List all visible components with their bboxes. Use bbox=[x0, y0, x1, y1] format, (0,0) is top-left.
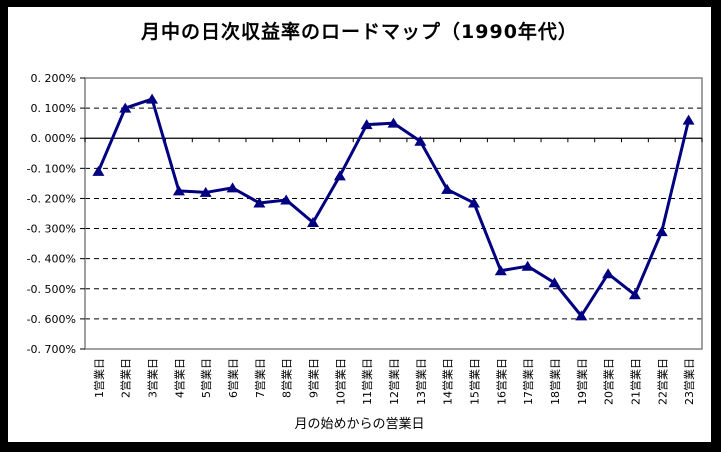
x-tick-label: 11営業日 bbox=[360, 358, 374, 405]
x-tick-label: 3営業日 bbox=[146, 358, 160, 398]
chart-title: 月中の日次収益率のロードマップ（1990年代） bbox=[141, 21, 578, 43]
plot-border bbox=[84, 77, 703, 350]
data-point-marker bbox=[655, 226, 668, 237]
x-tick-label: 4営業日 bbox=[172, 358, 186, 398]
y-tick-label: -0. 200% bbox=[27, 192, 76, 205]
data-point-marker bbox=[682, 114, 695, 125]
data-point-marker bbox=[333, 170, 346, 181]
x-axis-title: 月の始めからの営業日 bbox=[294, 417, 425, 432]
data-point-marker bbox=[92, 165, 105, 176]
data-point-marker bbox=[307, 217, 320, 228]
x-tick-label: 7営業日 bbox=[253, 358, 267, 398]
x-tick-label: 16営業日 bbox=[494, 358, 508, 405]
y-tick-label: -0. 400% bbox=[27, 253, 76, 266]
x-tick-label: 19営業日 bbox=[575, 358, 589, 405]
x-tick-label: 13営業日 bbox=[414, 358, 428, 405]
x-tick-label: 15営業日 bbox=[467, 358, 481, 405]
y-tick-label: -0. 700% bbox=[27, 343, 76, 356]
x-tick-label: 21営業日 bbox=[628, 358, 642, 405]
data-point-marker bbox=[253, 197, 266, 208]
y-tick-label: 0. 000% bbox=[31, 132, 76, 145]
y-tick-label: 0. 200% bbox=[31, 72, 76, 85]
chart-canvas: 月中の日次収益率のロードマップ（1990年代） 0. 200% 0. 100% 0.… bbox=[8, 7, 711, 442]
x-tick-label: 2営業日 bbox=[119, 358, 133, 398]
series-line bbox=[96, 97, 691, 318]
data-point-marker bbox=[226, 182, 239, 193]
x-tick-label: 8営業日 bbox=[280, 358, 294, 398]
data-point-marker bbox=[360, 119, 373, 130]
data-point-marker bbox=[467, 197, 480, 208]
data-point-marker bbox=[280, 194, 293, 205]
data-point-marker bbox=[119, 102, 132, 113]
data-point-marker bbox=[548, 277, 561, 288]
x-tick-label: 17営業日 bbox=[521, 358, 535, 405]
data-point-marker bbox=[521, 260, 534, 271]
plot-area: 0. 200% 0. 100% 0. 000% -0. 100% -0. 200% -0.… bbox=[27, 72, 703, 405]
data-point-marker bbox=[441, 183, 454, 194]
y-tick-label: -0. 500% bbox=[27, 283, 76, 296]
x-tick-label: 12営業日 bbox=[387, 358, 401, 405]
data-point-marker bbox=[172, 185, 185, 196]
y-tick-label: -0. 300% bbox=[27, 223, 76, 236]
y-tick-label: -0. 100% bbox=[27, 162, 76, 175]
data-point-marker bbox=[414, 135, 427, 146]
x-tick-label: 22営業日 bbox=[655, 358, 669, 405]
x-tick-label: 10営業日 bbox=[333, 358, 347, 405]
data-point-marker bbox=[494, 265, 507, 276]
x-tick-label: 23営業日 bbox=[682, 358, 696, 405]
data-point-marker bbox=[628, 289, 641, 300]
x-tick-label: 18営業日 bbox=[548, 358, 562, 405]
x-tick-label: 1営業日 bbox=[92, 358, 106, 398]
x-tick-label: 6営業日 bbox=[226, 358, 240, 398]
data-point-marker bbox=[602, 268, 615, 279]
data-point-marker bbox=[575, 310, 588, 321]
data-point-marker bbox=[146, 93, 159, 104]
data-point-marker bbox=[199, 186, 212, 197]
y-tick-label: -0. 600% bbox=[27, 313, 76, 326]
data-point-marker bbox=[387, 117, 400, 128]
x-tick-label: 20営業日 bbox=[602, 358, 616, 405]
x-tick-label: 14営業日 bbox=[441, 358, 455, 405]
x-tick-label: 9営業日 bbox=[307, 358, 321, 398]
y-tick-label: 0. 100% bbox=[31, 102, 76, 115]
x-tick-label: 5営業日 bbox=[199, 358, 213, 398]
